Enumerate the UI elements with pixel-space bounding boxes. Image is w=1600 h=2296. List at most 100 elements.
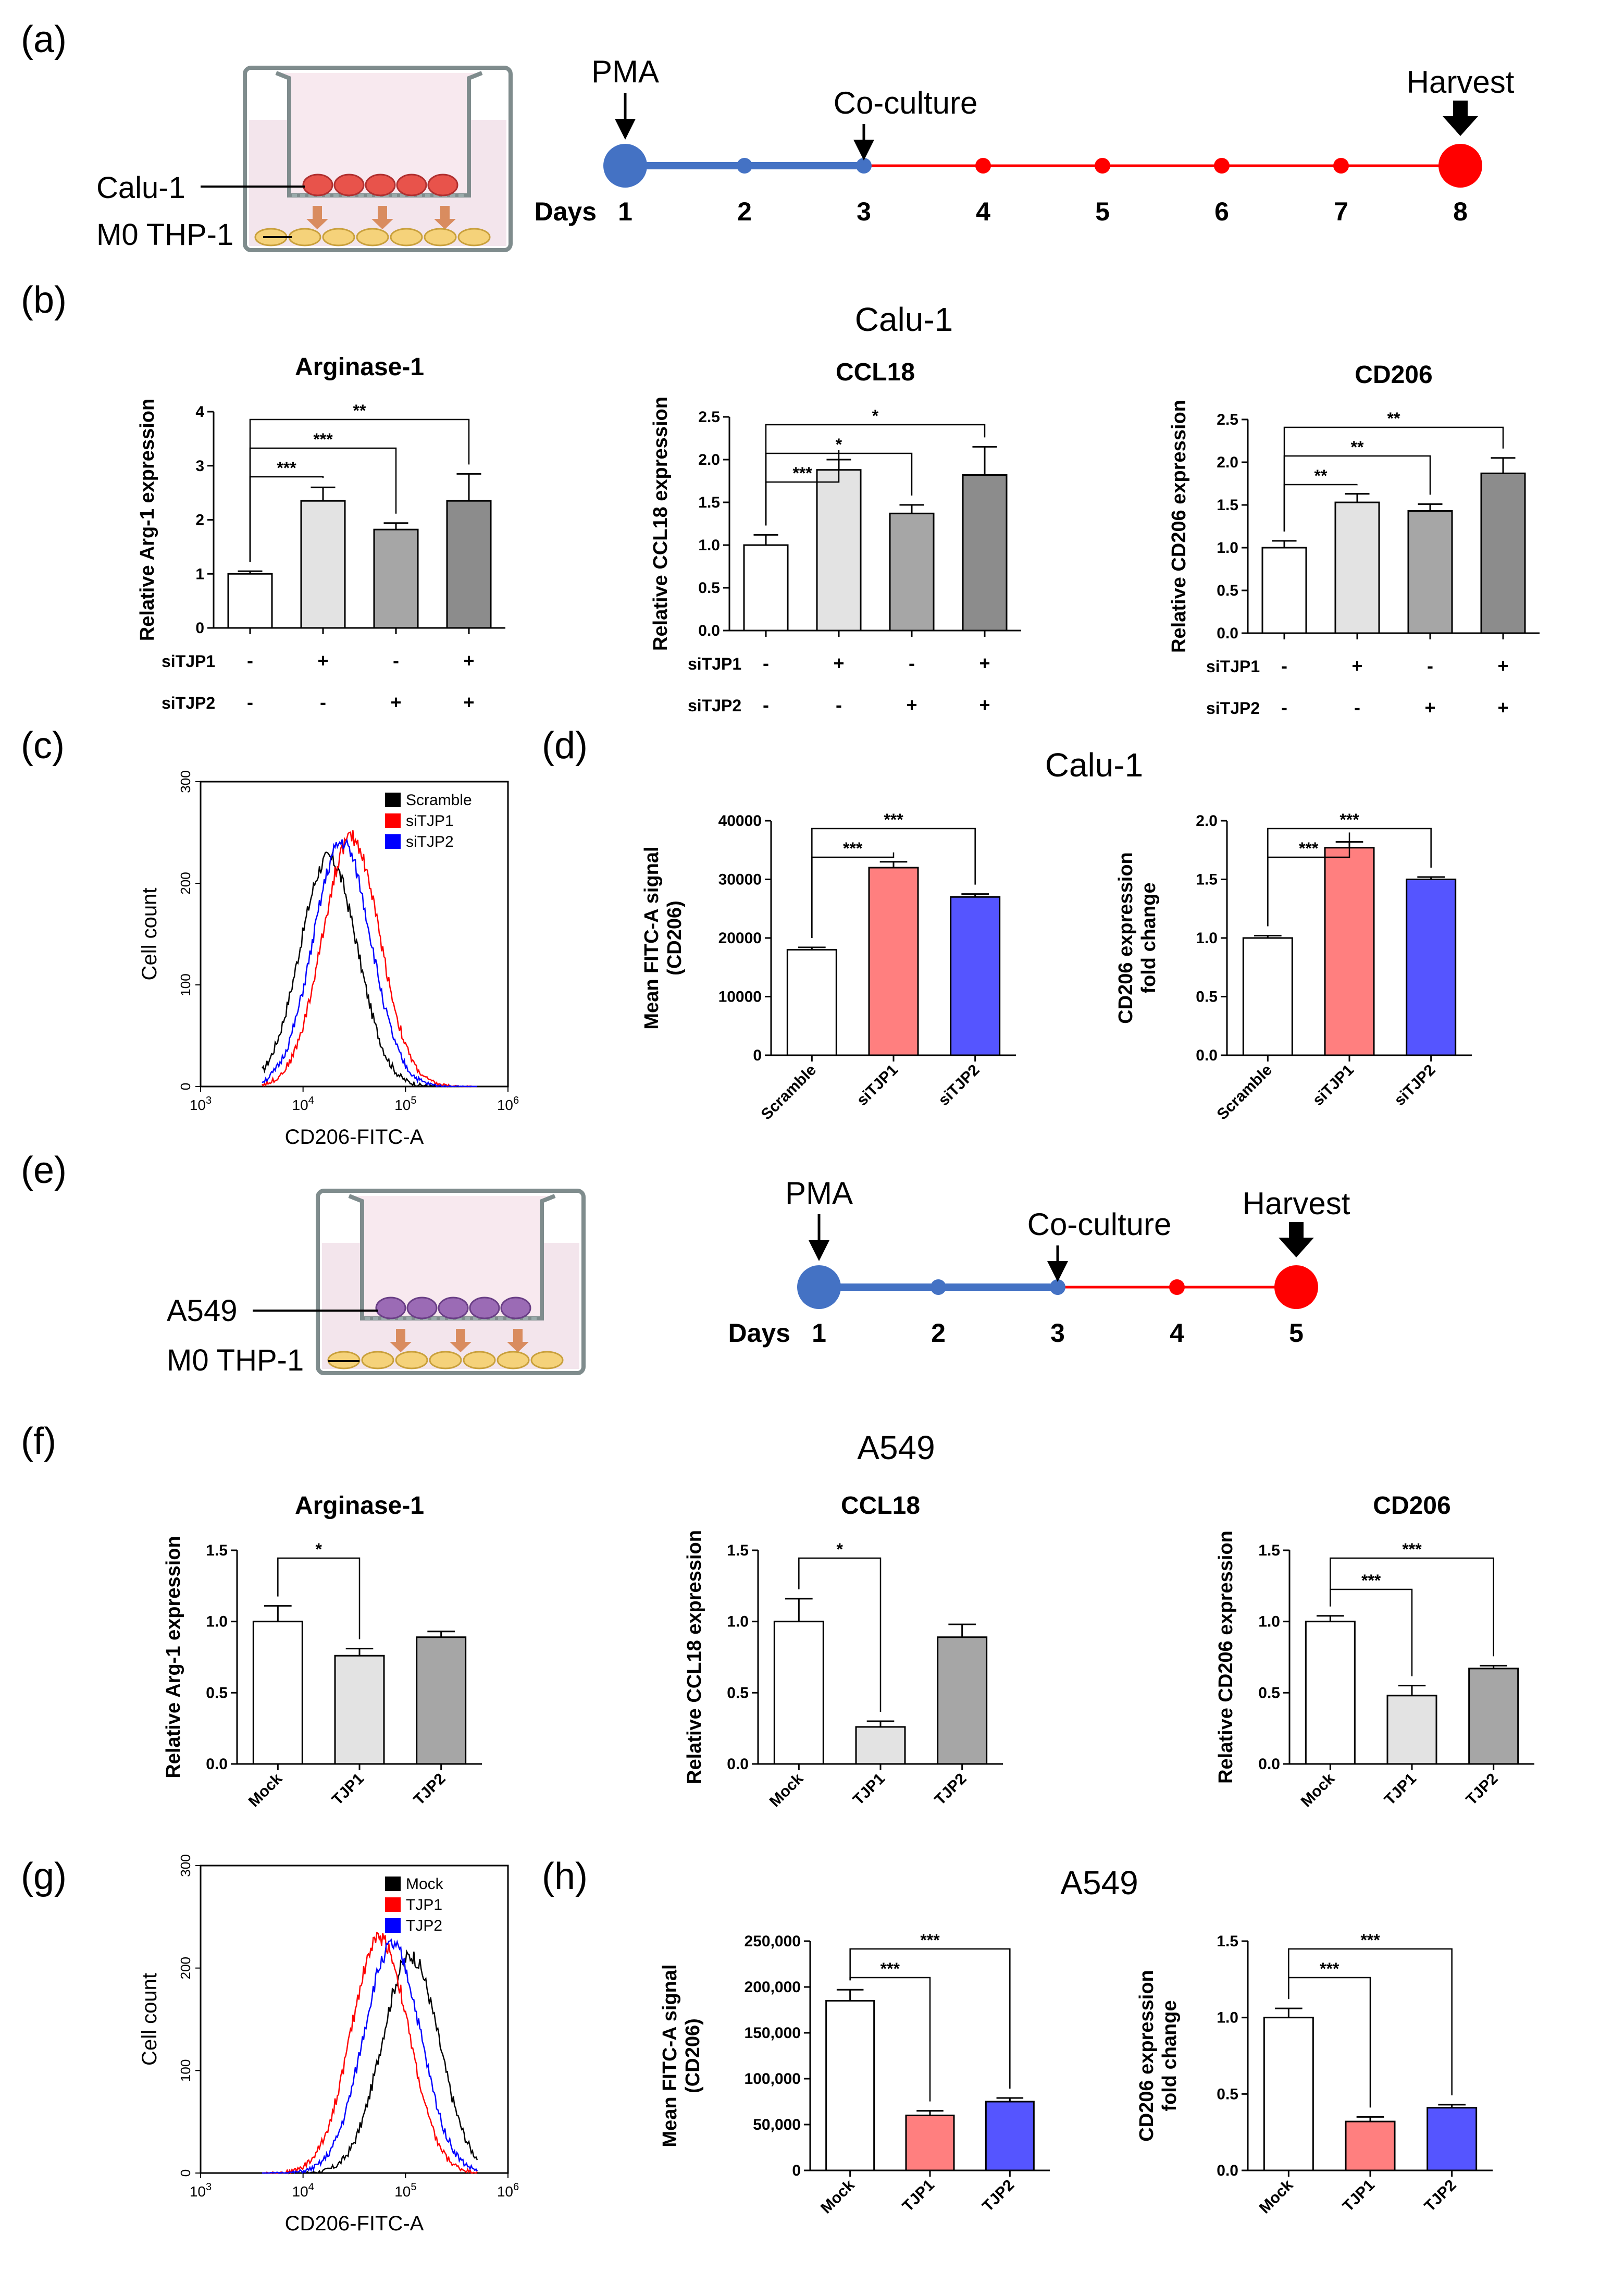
panel-label-f: (f) [21,1421,56,1462]
y-tick-label: 0.0 [1258,1756,1280,1773]
x-tick-label: 105 [394,1095,416,1113]
x-tick-exponent: 6 [513,2181,519,2193]
y-tick-label: 100,000 [745,2070,801,2088]
chart-mean-fitc-a549: 0 50,000 100,000 150,000 200,000 250,000 Mean … [659,1931,1050,2217]
panel-label-g: (g) [21,1856,67,1897]
row-mark: + [833,652,844,674]
category-label: Mock [766,1770,807,1810]
y-tick-label: 200 [178,1957,193,1979]
timeline-day-label: 4 [976,197,990,226]
y-axis-label: Relative CCL18 expression [684,1530,705,1784]
y-tick-label: 0.0 [1196,1047,1218,1064]
timeline-day-dot [1169,1279,1185,1295]
bar [1386,1695,1437,1765]
significance-label: *** [1361,1571,1381,1590]
row-mark: + [317,650,328,671]
y-axis-label-line1: Mean FITC-A signal [659,1964,681,2147]
significance-label: *** [277,459,296,477]
row-label: siTJP1 [1206,657,1260,676]
x-tick-label: 105 [394,2181,416,2200]
significance-label: *** [880,1959,900,1978]
x-tick-base: 10 [497,2183,513,2200]
bar [1242,937,1293,1056]
row-mark: + [1424,697,1435,718]
timeline-event-coculture: Co-culture [1027,1207,1172,1242]
chart-title: Arginase-1 [295,1492,424,1520]
bar [1406,879,1457,1056]
timeline-day-dot [1438,144,1482,188]
bar [1305,1621,1356,1765]
bar [825,1999,875,2171]
bar [889,512,935,632]
timeline-day-label: 5 [1095,197,1110,226]
section-title-a549-f: A549 [857,1429,935,1466]
bar [773,1621,824,1765]
bar [855,1726,906,1765]
bar [937,1636,988,1765]
x-tick-label: 103 [190,1095,212,1113]
bar [446,500,492,629]
panel-label-e: (e) [21,1150,67,1191]
x-tick-base: 10 [394,1097,411,1113]
significance-label: ** [1387,409,1400,428]
y-tick-label: 0.5 [1217,582,1238,599]
row-mark: - [393,650,399,671]
timeline-day-label: 2 [737,197,752,226]
y-tick-label: 0 [753,1047,762,1064]
y-axis-label-line1: Mean FITC-A signal [641,846,663,1029]
y-tick-label: 150,000 [745,2025,801,2042]
bar [1468,1668,1519,1765]
y-tick-label: 1.5 [1258,1542,1280,1559]
category-label: Mock [1298,1770,1338,1810]
row-mark: + [979,694,990,715]
y-tick-label: 0 [178,2169,193,2177]
secretion-arrows [390,1329,529,1352]
y-axis-label: CD206 expressionfold change [1136,1970,1181,2142]
significance-label: *** [313,430,333,449]
bar [1263,2017,1314,2171]
chart-title: CD206 [1355,361,1432,389]
bar [1345,2120,1396,2171]
y-tick-label: 0.5 [1196,989,1218,1006]
y-axis-label: Cell count [138,1973,161,2066]
category-label: TJP2 [1463,1770,1502,1809]
row-label: siTJP2 [162,694,215,712]
panel-label-a: (a) [21,19,67,60]
significance-label: ** [353,401,366,420]
y-tick-label: 1.5 [1217,1933,1238,1950]
y-tick-label: 1.5 [727,1542,749,1559]
chart-title: CCL18 [836,359,915,386]
significance-label: * [836,435,842,454]
arrow-harvest [1279,1222,1314,1257]
timeline-day-label: 5 [1289,1318,1304,1348]
row-mark: + [1351,655,1362,676]
legend-swatch [385,1918,401,1933]
bar [962,474,1008,632]
cell-label-top: A549 [167,1294,237,1328]
legend-swatch [385,834,401,849]
section-title-a549-h: A549 [1060,1864,1138,1902]
chart-ccl18-a549: CCL18 0.0 0.5 1.0 1.5 Relative CCL18 expressi… [684,1492,1003,1810]
row-label: siTJP1 [162,652,215,671]
chart-arginase-calu1: Arginase-1 0 1 2 3 4 Relative Arg-1 expression… [137,353,505,713]
timeline-day-label: 3 [1050,1318,1065,1348]
y-tick-label: 100 [178,2059,193,2082]
cancer-cells [302,174,458,196]
category-label: siTJP2 [1391,1061,1439,1109]
category-label: siTJP1 [1309,1061,1357,1109]
bar [950,896,1001,1056]
category-label: Scramble [758,1061,820,1124]
y-tick-label: 0.0 [1217,625,1238,642]
y-tick-label: 2.5 [698,409,720,426]
x-tick-base: 10 [497,1097,513,1113]
y-tick-label: 1.5 [1196,871,1218,888]
row-mark: + [463,692,474,713]
y-tick-label: 50,000 [753,2116,801,2133]
timeline-day-label: 4 [1170,1318,1184,1348]
significance-bracket [1330,1557,1494,1657]
y-axis-label-line1: CD206 expression [1136,1970,1158,2142]
secretion-arrows [306,206,456,229]
significance-label: *** [792,464,812,483]
x-tick-label: 106 [497,2181,519,2200]
